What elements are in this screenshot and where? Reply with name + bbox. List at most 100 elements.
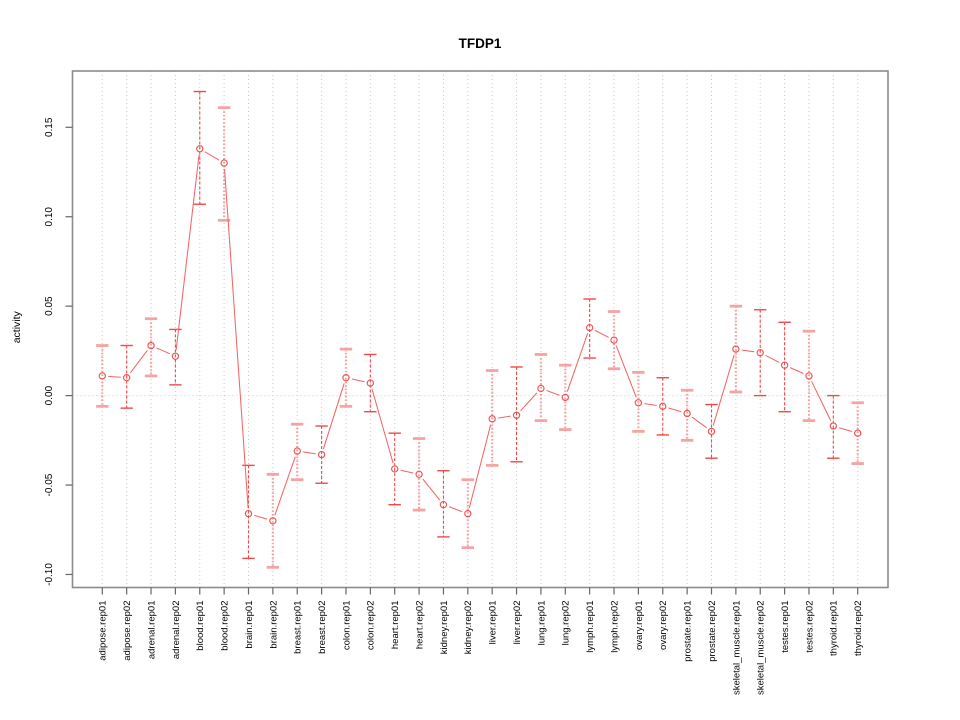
- data-point-marker: [439, 501, 448, 509]
- x-axis-tick-label: skeletal_muscle.rep01: [731, 601, 742, 696]
- x-axis-tick-label: breast.rep01: [293, 601, 304, 654]
- x-axis-tick-label: ovary.rep02: [658, 601, 669, 650]
- series-segment: [594, 329, 609, 338]
- data-point-marker: [634, 399, 643, 407]
- data-point-marker: [829, 422, 838, 430]
- series-segment: [765, 354, 780, 363]
- series-segment: [371, 388, 394, 464]
- x-axis-tick-label: colon.rep02: [366, 601, 377, 651]
- data-point-marker: [317, 450, 326, 459]
- x-axis-tick-label: prostate.rep02: [707, 601, 718, 662]
- x-axis-tick-label: thyroid.rep02: [853, 601, 864, 656]
- data-point-marker: [196, 145, 204, 153]
- data-point-marker: [244, 509, 253, 518]
- series-segment: [668, 407, 682, 413]
- series-segment: [303, 451, 316, 455]
- data-point-marker: [537, 384, 545, 393]
- series-segment: [468, 424, 492, 508]
- data-point-marker: [122, 374, 131, 382]
- data-point-marker: [415, 470, 423, 478]
- data-point-marker: [342, 374, 350, 382]
- series-segment: [546, 390, 560, 396]
- series-segment: [789, 367, 804, 374]
- x-axis-tick-label: breast.rep02: [317, 601, 328, 654]
- x-axis-tick-label: heart.rep02: [414, 601, 425, 650]
- y-axis-title: activity: [11, 310, 23, 343]
- data-point-marker: [707, 427, 716, 436]
- x-axis-tick-label: heart.rep01: [390, 601, 401, 650]
- series-segment: [351, 378, 365, 383]
- x-axis-tick-label: testes.rep02: [804, 601, 815, 653]
- series-segment: [811, 381, 832, 421]
- series-segment: [644, 403, 657, 406]
- y-axis-tick-label: 0.00: [44, 385, 55, 405]
- series-segment: [520, 392, 538, 412]
- x-axis-tick-label: kidney.rep01: [439, 601, 450, 655]
- data-point-marker: [610, 336, 618, 344]
- data-point-marker: [293, 447, 301, 455]
- x-axis-tick-label: adrenal.rep01: [146, 601, 157, 660]
- y-axis-tick-label: 0.05: [44, 296, 55, 316]
- x-axis-tick-label: lung.rep01: [536, 601, 547, 646]
- x-axis-tick-label: colon.rep01: [341, 601, 352, 651]
- series-segment: [274, 456, 296, 516]
- data-point-marker: [805, 372, 813, 380]
- x-axis-tick-label: kidney.rep02: [463, 601, 474, 655]
- plot-frame: [71, 70, 889, 589]
- x-axis-tick-label: testes.rep01: [780, 601, 791, 653]
- series-segment: [422, 478, 441, 501]
- data-point-marker: [147, 341, 155, 350]
- series-segment: [838, 427, 853, 432]
- series-segment: [224, 169, 249, 508]
- series-segment: [691, 416, 707, 429]
- data-point-marker: [780, 361, 789, 369]
- x-axis-tick-label: liver.rep02: [512, 601, 523, 645]
- series-segment: [498, 415, 511, 419]
- x-axis-tick-label: adipose.rep01: [98, 601, 109, 661]
- x-axis-tick-label: prostate.rep01: [683, 601, 694, 662]
- x-axis-tick-label: blood.rep02: [220, 601, 231, 651]
- data-point-marker: [512, 411, 521, 419]
- x-axis-tick-label: adipose.rep02: [122, 601, 133, 661]
- data-point-marker: [756, 348, 764, 357]
- x-axis-tick-label: blood.rep01: [195, 601, 206, 651]
- series-segment: [615, 345, 637, 398]
- x-axis-tick-label: thyroid.rep01: [829, 601, 840, 656]
- data-point-marker: [732, 345, 740, 353]
- data-point-marker: [220, 159, 228, 167]
- y-axis-tick-label: -0.05: [44, 473, 55, 496]
- x-axis-tick-label: ovary.rep01: [634, 601, 645, 650]
- data-point-marker: [585, 323, 594, 332]
- series-segment: [712, 354, 735, 426]
- series-segment: [175, 154, 200, 351]
- data-point-marker: [854, 429, 862, 437]
- x-axis-tick-label: liver.rep01: [488, 601, 499, 645]
- series-segment: [129, 349, 148, 374]
- x-axis-tick-label: brain.rep02: [268, 601, 279, 649]
- data-point-marker: [659, 402, 667, 411]
- y-axis-tick-label: -0.10: [44, 563, 55, 586]
- series-segment: [254, 514, 268, 520]
- series-segment: [322, 383, 345, 450]
- data-point-marker: [366, 379, 375, 387]
- data-point-marker: [561, 393, 569, 402]
- data-point-marker: [171, 352, 180, 360]
- x-axis-tick-label: skeletal_muscle.rep02: [756, 601, 767, 696]
- series-segment: [108, 375, 121, 378]
- data-point-marker: [391, 465, 399, 473]
- data-point-marker: [98, 372, 106, 380]
- data-point-marker: [488, 415, 496, 423]
- series-segment: [566, 333, 589, 392]
- x-axis-tick-label: lung.rep02: [561, 601, 572, 646]
- x-axis-tick-label: adrenal.rep02: [171, 601, 182, 660]
- chart-title: TFDP1: [458, 36, 502, 51]
- data-point-marker: [464, 509, 472, 518]
- series-segment: [448, 506, 463, 513]
- x-axis-tick-label: lymph.rep01: [585, 601, 596, 653]
- series-segment: [156, 347, 171, 355]
- y-axis-tick-label: 0.10: [44, 207, 55, 227]
- y-axis-tick-label: 0.15: [44, 117, 55, 137]
- data-point-marker: [269, 517, 277, 525]
